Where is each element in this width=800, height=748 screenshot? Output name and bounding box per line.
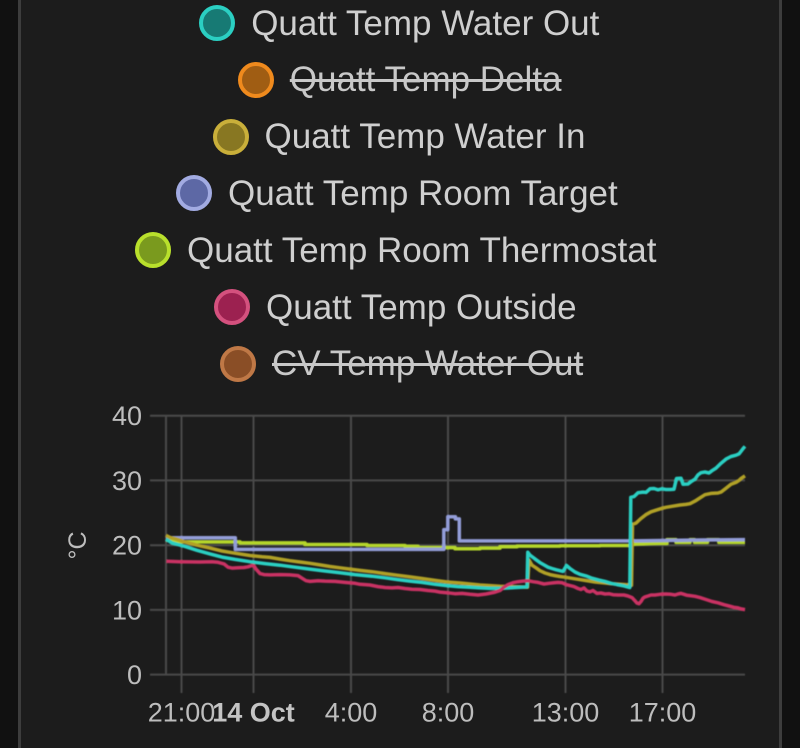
svg-text:4:00: 4:00 [325, 698, 378, 728]
svg-text:20: 20 [112, 531, 142, 561]
svg-text:30: 30 [112, 466, 142, 496]
svg-text:40: 40 [112, 401, 142, 431]
svg-text:8:00: 8:00 [422, 698, 475, 728]
svg-text:21:00: 21:00 [148, 698, 216, 728]
svg-text:17:00: 17:00 [629, 698, 697, 728]
svg-text:14 Oct: 14 Oct [212, 698, 295, 728]
svg-text:°C: °C [64, 531, 92, 559]
svg-text:0: 0 [127, 660, 142, 690]
svg-text:10: 10 [112, 595, 142, 625]
svg-text:13:00: 13:00 [532, 698, 600, 728]
